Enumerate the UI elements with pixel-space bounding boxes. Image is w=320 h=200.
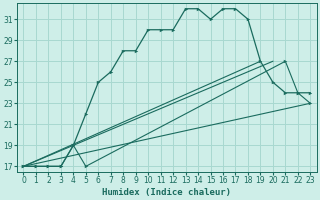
X-axis label: Humidex (Indice chaleur): Humidex (Indice chaleur) bbox=[102, 188, 231, 197]
